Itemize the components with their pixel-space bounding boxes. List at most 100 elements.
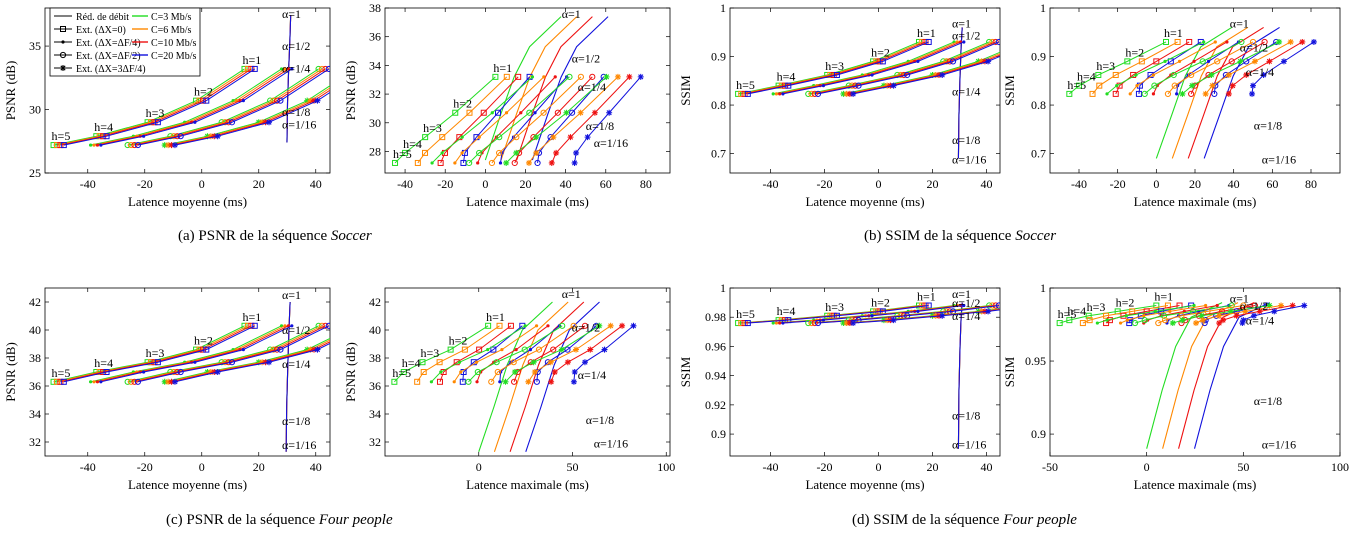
legend-label: Ext. (ΔX=ΔF/4) — [76, 38, 141, 49]
x-tick-label: 0 — [199, 460, 205, 474]
marker-4 — [515, 73, 522, 80]
marker-0 — [1202, 90, 1209, 97]
plot-frame — [1049, 287, 1341, 457]
marker-0 — [774, 92, 779, 96]
marker-2 — [1160, 312, 1168, 319]
marker-2 — [154, 359, 161, 366]
plot-frame — [729, 7, 1001, 174]
marker-1 — [1229, 82, 1236, 89]
marker-0 — [475, 380, 479, 384]
marker-1 — [884, 82, 891, 89]
marker-2 — [439, 134, 446, 141]
alpha-label: α=1 — [1230, 16, 1249, 30]
marker-3 — [241, 99, 245, 103]
marker-4 — [1249, 38, 1257, 46]
marker-1 — [1125, 318, 1129, 322]
plot-area — [50, 301, 362, 452]
marker-4 — [614, 73, 621, 80]
marker-0 — [460, 159, 467, 166]
marker-1 — [785, 82, 792, 89]
h-label: h=2 — [871, 45, 890, 59]
extension-curve — [741, 41, 923, 95]
marker-0 — [127, 141, 135, 149]
marker-4 — [1186, 38, 1193, 45]
marker-1 — [1151, 82, 1158, 89]
marker-0 — [774, 321, 779, 325]
marker-0 — [89, 380, 93, 384]
marker-0 — [1128, 92, 1132, 96]
marker-2 — [1188, 71, 1195, 79]
chart-b-mean: -40 -20 0 20 40 0.7 0.8 0.9 1 Latence moyenne (ms… — [678, 1, 1001, 209]
y-tick-label: 0.9 — [711, 427, 726, 441]
marker-4 — [1025, 303, 1031, 309]
y-axis-label: PSNR (dB) — [3, 61, 18, 121]
marker-2 — [530, 359, 537, 366]
marker-1 — [1076, 82, 1082, 89]
marker-0 — [131, 141, 138, 149]
y-tick-label: 28 — [369, 144, 381, 158]
alpha-label: α=1/16 — [952, 152, 986, 166]
marker-1 — [496, 149, 503, 157]
marker-0 — [1169, 320, 1176, 327]
extension-curve — [53, 325, 245, 383]
marker-3 — [476, 346, 483, 353]
marker-0 — [60, 378, 67, 385]
marker-2 — [266, 359, 273, 366]
marker-0 — [99, 380, 103, 384]
marker-0 — [53, 142, 60, 149]
marker-4 — [1028, 303, 1034, 309]
marker-0 — [811, 90, 818, 97]
marker-2 — [457, 360, 462, 364]
marker-4 — [603, 73, 610, 80]
alpha-label: α=1 — [952, 16, 971, 30]
rate-reduction-curve — [478, 301, 553, 452]
marker-2 — [496, 134, 503, 141]
marker-2 — [259, 359, 266, 366]
marker-1 — [571, 369, 578, 375]
marker-0 — [60, 142, 67, 149]
marker-0 — [466, 159, 473, 167]
y-tick-label: 0.7 — [711, 147, 726, 161]
alpha-label: α=1 — [282, 288, 301, 302]
y-tick-label: 34 — [29, 407, 41, 421]
plot-area — [50, 15, 330, 149]
y-tick-label: 34 — [369, 58, 381, 72]
marker-2 — [567, 134, 574, 141]
marker-0 — [50, 378, 57, 385]
chart-d-max: -50 0 50 100 0.9 0.95 1 Latence maximale (ms) SS… — [1002, 281, 1349, 492]
x-tick-label: 20 — [519, 177, 531, 191]
marker-3 — [528, 348, 533, 352]
marker-4 — [356, 323, 362, 329]
marker-0 — [476, 161, 480, 165]
marker-0 — [437, 159, 444, 166]
h-label: h=1 — [486, 310, 505, 324]
marker-4 — [1202, 40, 1206, 44]
x-tick-label: 20 — [253, 177, 265, 191]
alpha-label: α=1/4 — [952, 84, 980, 98]
x-axis-label: Latence moyenne (ms) — [128, 477, 247, 492]
marker-3 — [577, 109, 584, 116]
alpha-label: α=1/2 — [282, 39, 310, 53]
marker-3 — [1280, 58, 1287, 65]
marker-2 — [935, 71, 942, 78]
marker-0 — [771, 321, 775, 325]
marker-1 — [533, 149, 540, 156]
marker-4 — [279, 67, 284, 71]
marker-3 — [564, 346, 571, 353]
marker-3 — [304, 346, 311, 353]
marker-4 — [570, 322, 577, 329]
marker-1 — [211, 133, 218, 140]
extension-curve — [63, 68, 256, 146]
marker-2 — [436, 359, 443, 366]
marker-0 — [124, 378, 131, 385]
marker-4 — [1204, 303, 1208, 308]
marker-1 — [1105, 318, 1109, 322]
extension-curve — [56, 325, 249, 383]
marker-4 — [596, 322, 603, 329]
x-tick-label: 50 — [1237, 460, 1249, 474]
extension-curve — [63, 325, 255, 383]
extension-curve — [127, 68, 319, 146]
marker-0 — [1151, 92, 1156, 96]
extension-curve — [134, 325, 326, 383]
